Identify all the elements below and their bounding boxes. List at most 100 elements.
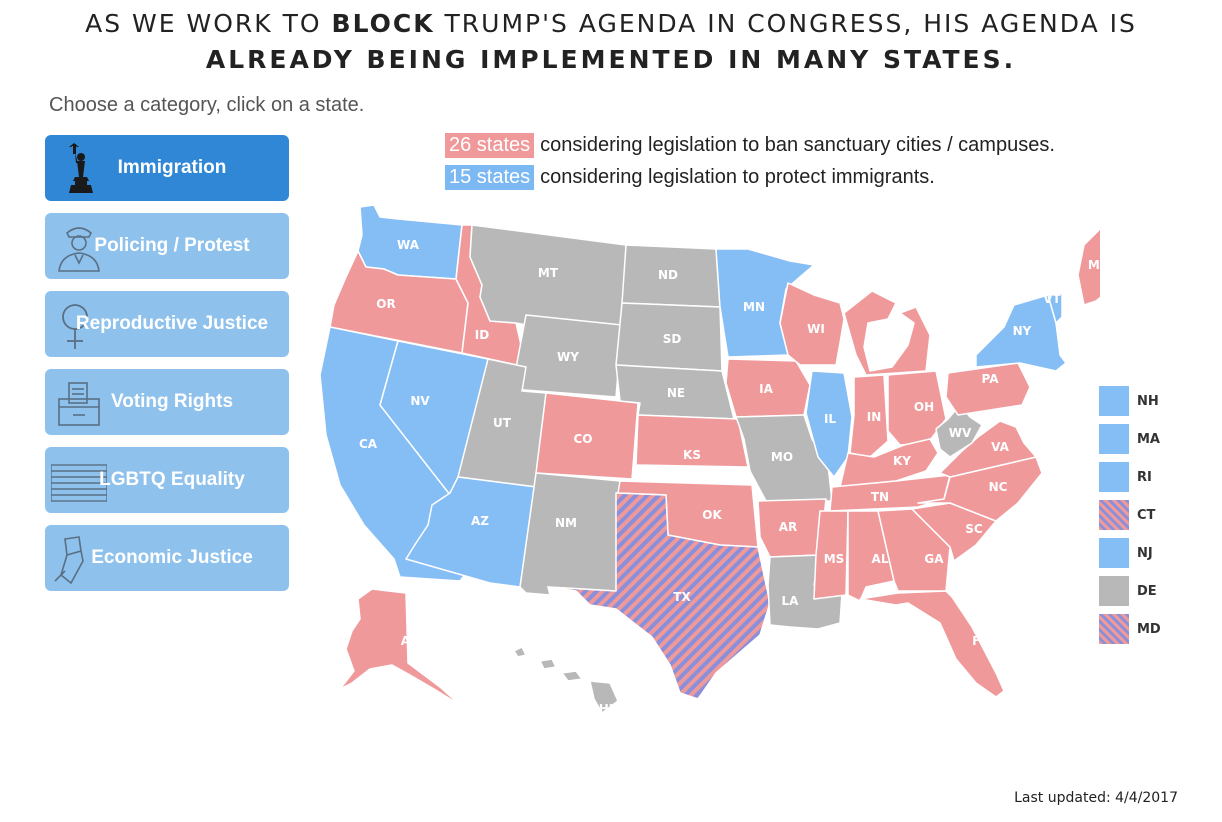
police-officer-icon [58, 227, 100, 272]
state-label-tx: TX [673, 590, 691, 604]
state-label-va: VA [991, 440, 1009, 454]
state-label-al: AL [872, 552, 889, 566]
category-label: Reproductive Justice [75, 313, 269, 334]
state-pa[interactable] [945, 362, 1031, 416]
state-label-sd: SD [663, 332, 682, 346]
state-label-wv: WV [949, 426, 972, 440]
legend-ban-text: considering legislation to ban sanctuary… [540, 134, 1055, 156]
state-mn[interactable] [715, 248, 815, 358]
state-vt[interactable] [1047, 292, 1063, 324]
side-state-label: NH [1137, 394, 1159, 409]
state-label-co: CO [573, 432, 592, 446]
state-label-nv: NV [410, 394, 430, 408]
category-label: Voting Rights [110, 391, 234, 412]
state-label-hi: HI [599, 702, 614, 716]
side-state-swatch [1099, 614, 1129, 644]
state-ks[interactable] [635, 414, 749, 468]
state-hi[interactable] [513, 646, 619, 714]
state-label-id: ID [475, 328, 489, 342]
state-label-wa: WA [397, 238, 420, 252]
state-label-in: IN [867, 410, 882, 424]
state-label-vt: VT [1043, 292, 1061, 306]
side-state-swatch [1099, 386, 1129, 416]
side-state-swatch [1099, 462, 1129, 492]
state-label-ms: MS [824, 552, 845, 566]
state-label-ok: OK [702, 508, 722, 522]
side-state-swatch [1099, 576, 1129, 606]
state-me[interactable] [1077, 228, 1100, 306]
state-co[interactable] [535, 392, 639, 480]
flag-icon [51, 464, 107, 502]
state-label-mn: MN [743, 300, 765, 314]
state-label-ia: IA [759, 382, 773, 396]
state-ms[interactable] [813, 510, 849, 600]
side-state-label: CT [1137, 508, 1156, 523]
headline-line-2: ALREADY BEING IMPLEMENTED IN MANY STATES… [205, 45, 1017, 74]
state-label-ut: UT [493, 416, 512, 430]
category-voting-button[interactable]: Voting Rights [45, 369, 289, 435]
side-state-label: MA [1137, 432, 1160, 447]
category-reproductive-button[interactable]: Reproductive Justice [45, 291, 289, 357]
us-map: WA OR CA NV ID MT WY UT AZ CO NM ND SD NE KS OK TX MN IA MO… [319, 204, 1100, 716]
state-nc[interactable] [917, 456, 1043, 522]
raised-fist-icon [54, 536, 84, 585]
side-state-label: RI [1137, 470, 1152, 485]
statue-of-liberty-icon [69, 143, 93, 193]
state-wv[interactable] [935, 404, 983, 458]
state-label-wi: WI [807, 322, 825, 336]
state-tx[interactable] [547, 492, 771, 700]
headline: AS WE WORK TO BLOCK TRUMP'S AGENDA IN CO… [0, 6, 1222, 78]
state-nm[interactable] [519, 472, 621, 596]
state-label-tn: TN [871, 490, 889, 504]
side-state-swatch [1099, 424, 1129, 454]
state-label-or: OR [376, 297, 395, 311]
state-label-ks: KS [683, 448, 701, 462]
category-policing-button[interactable]: Policing / Protest [45, 213, 289, 279]
state-ny[interactable] [975, 294, 1067, 372]
state-il[interactable] [805, 370, 853, 478]
state-label-az: AZ [471, 514, 489, 528]
legend-ban-count: 26 states [445, 133, 535, 158]
state-label-ar: AR [779, 520, 798, 534]
state-label-ne: NE [667, 386, 685, 400]
state-label-fl: FL [972, 634, 988, 648]
instruction-text: Choose a category, click on a state. [49, 94, 365, 116]
side-state-label: DE [1137, 584, 1157, 599]
legend-ban: 26 states considering legislation to ban … [445, 133, 1055, 158]
legend-protect-text: considering legislation to protect immig… [540, 166, 935, 188]
category-immigration-button[interactable]: Immigration [45, 135, 289, 201]
category-lgbtq-button[interactable]: LGBTQ Equality [45, 447, 289, 513]
headline-pre: AS WE WORK TO [85, 9, 332, 38]
state-label-nm: NM [555, 516, 577, 530]
state-label-mo: MO [771, 450, 793, 464]
headline-line-1: AS WE WORK TO BLOCK TRUMP'S AGENDA IN CO… [0, 6, 1222, 42]
state-ak[interactable] [339, 588, 461, 706]
category-label: Economic Justice [91, 547, 253, 568]
state-fl[interactable] [859, 590, 1005, 698]
state-label-ky: KY [893, 454, 911, 468]
state-label-mi: MI [882, 350, 898, 364]
state-label-ca: CA [359, 437, 378, 451]
legend-protect-count: 15 states [445, 165, 535, 190]
category-label: LGBTQ Equality [99, 469, 245, 490]
headline-post: TRUMP'S AGENDA IN CONGRESS, HIS AGENDA I… [434, 9, 1137, 38]
state-label-nc: NC [989, 480, 1008, 494]
state-label-ny: NY [1013, 324, 1032, 338]
state-label-mt: MT [538, 266, 559, 280]
side-state-label: NJ [1137, 546, 1153, 561]
category-economic-button[interactable]: Economic Justice [45, 525, 289, 591]
side-state-swatch [1099, 538, 1129, 568]
state-mi[interactable] [843, 290, 931, 376]
state-label-me: ME [1088, 258, 1100, 272]
category-label: Immigration [117, 157, 227, 178]
ballot-box-icon [58, 382, 100, 426]
state-label-nd: ND [658, 268, 678, 282]
state-label-la: LA [782, 594, 800, 608]
state-label-il: IL [824, 412, 836, 426]
female-symbol-icon [62, 304, 88, 349]
state-label-sc: SC [965, 522, 983, 536]
state-label-ga: GA [924, 552, 944, 566]
state-label-wy: WY [557, 350, 579, 364]
state-wi[interactable] [779, 282, 845, 366]
state-label-ak: AK [401, 634, 420, 648]
